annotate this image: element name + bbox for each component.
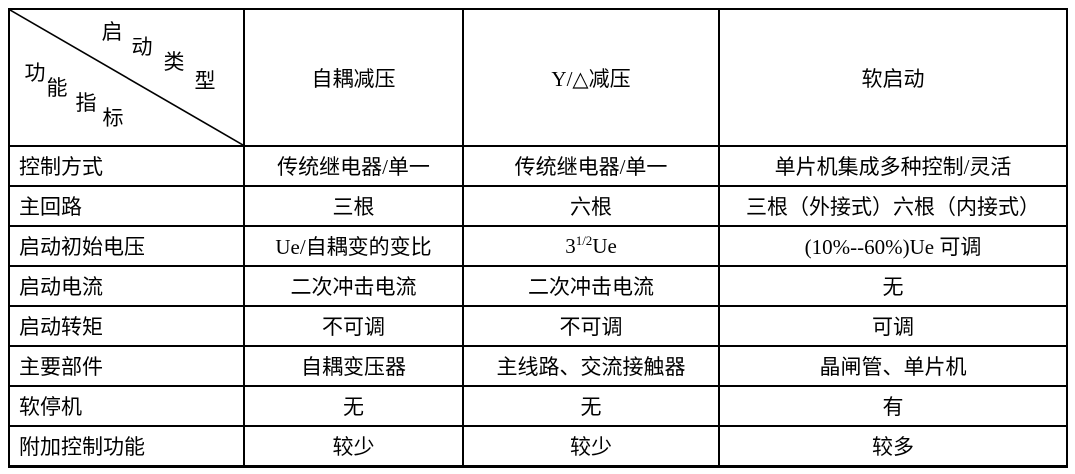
corner-bottom-char: 能	[46, 76, 68, 100]
table-row: 启动初始电压 Ue/自耦变的变比 31/2Ue (10%--60%)Ue 可调	[8, 225, 1068, 267]
corner-bottom-char: 功	[24, 61, 46, 85]
table-cell: 较少	[462, 425, 720, 467]
table-cell: 较多	[718, 425, 1068, 467]
table-cell: 二次冲击电流	[243, 265, 464, 307]
table-row: 软停机 无 无 有	[8, 385, 1068, 427]
table-row: 附加控制功能 较少 较少 较多	[8, 425, 1068, 467]
table-cell: Ue/自耦变的变比	[243, 225, 464, 267]
table-cell: 传统继电器/单一	[462, 145, 720, 187]
row-label: 启动转矩	[8, 305, 245, 347]
table-row: 主回路 三根 六根 三根（外接式）六根（内接式）	[8, 185, 1068, 227]
diagonal-divider-line	[11, 11, 242, 144]
table-row: 控制方式 传统继电器/单一 传统继电器/单一 单片机集成多种控制/灵活	[8, 145, 1068, 187]
corner-top-char: 启	[101, 20, 123, 44]
table-cell: 传统继电器/单一	[243, 145, 464, 187]
column-header-soft-start: 软启动	[718, 8, 1068, 147]
table-cell: 主线路、交流接触器	[462, 345, 720, 387]
sqrt3-base: 3	[565, 233, 576, 258]
row-label: 主要部件	[8, 345, 245, 387]
row-label: 附加控制功能	[8, 425, 245, 467]
corner-bottom-char: 指	[75, 91, 97, 115]
table-cell: 无	[462, 385, 720, 427]
table-row: 主要部件 自耦变压器 主线路、交流接触器 晶闸管、单片机	[8, 345, 1068, 387]
table-cell: 六根	[462, 185, 720, 227]
header-row: 启 动 类 型 功 能 指 标 自耦减压 Y/△减压 软启动	[8, 8, 1068, 147]
table-cell: 不可调	[243, 305, 464, 347]
table-cell: 自耦变压器	[243, 345, 464, 387]
sqrt3-exponent: 1/2	[575, 232, 593, 248]
corner-top-char: 动	[131, 35, 153, 59]
table-cell: 晶闸管、单片机	[718, 345, 1068, 387]
table-cell: (10%--60%)Ue 可调	[718, 225, 1068, 267]
table-cell: 可调	[718, 305, 1068, 347]
corner-bottom-char: 标	[102, 106, 124, 130]
table-cell: 无	[243, 385, 464, 427]
table-cell: 有	[718, 385, 1068, 427]
row-label: 启动电流	[8, 265, 245, 307]
column-header-star-delta: Y/△减压	[462, 8, 720, 147]
table-cell: 二次冲击电流	[462, 265, 720, 307]
table-cell-sqrt3-ue: 31/2Ue	[462, 225, 720, 267]
sqrt3-unit: Ue	[592, 233, 617, 258]
corner-top-char: 类	[163, 50, 185, 74]
table-row: 启动电流 二次冲击电流 二次冲击电流 无	[8, 265, 1068, 307]
column-header-autotransformer: 自耦减压	[243, 8, 464, 147]
table-cell: 无	[718, 265, 1068, 307]
row-label: 软停机	[8, 385, 245, 427]
row-label: 主回路	[8, 185, 245, 227]
corner-header-cell: 启 动 类 型 功 能 指 标	[8, 8, 245, 147]
table-cell: 三根	[243, 185, 464, 227]
table-cell: 单片机集成多种控制/灵活	[718, 145, 1068, 187]
row-label: 控制方式	[8, 145, 245, 187]
row-label: 启动初始电压	[8, 225, 245, 267]
corner-top-char: 型	[194, 69, 216, 93]
table-cell: 较少	[243, 425, 464, 467]
table-cell: 三根（外接式）六根（内接式）	[718, 185, 1068, 227]
table-cell: 不可调	[462, 305, 720, 347]
comparison-table: 启 动 类 型 功 能 指 标 自耦减压 Y/△减压 软启动 控制方式 传统继电…	[8, 8, 1068, 468]
table-row: 启动转矩 不可调 不可调 可调	[8, 305, 1068, 347]
